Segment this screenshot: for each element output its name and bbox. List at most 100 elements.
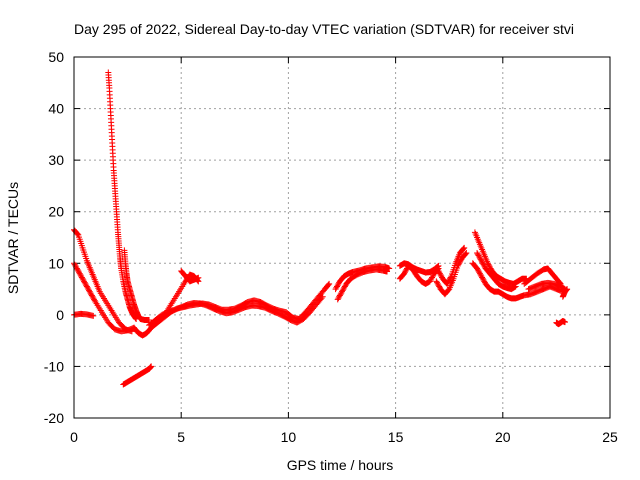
data-point xyxy=(476,269,483,276)
data-point xyxy=(429,273,436,280)
data-point xyxy=(435,262,442,269)
data-point xyxy=(426,278,433,285)
data-point xyxy=(87,289,94,296)
data-point xyxy=(455,261,462,268)
y-tick-label: -20 xyxy=(44,410,64,426)
data-point xyxy=(74,266,81,273)
x-tick-label: 5 xyxy=(177,429,185,445)
data-point xyxy=(474,249,481,256)
data-point xyxy=(427,277,434,284)
data-point xyxy=(438,273,445,280)
grid xyxy=(74,57,610,418)
series-track-n xyxy=(469,260,566,302)
series-track-i xyxy=(396,260,442,276)
data-point xyxy=(475,268,482,275)
data-point xyxy=(476,255,483,262)
x-tick-label: 20 xyxy=(495,429,511,445)
series-track-g xyxy=(334,266,391,303)
x-tick-label: 15 xyxy=(388,429,404,445)
data-point xyxy=(77,271,84,278)
data-point xyxy=(85,286,92,293)
data-point xyxy=(341,284,348,291)
data-point xyxy=(429,274,436,281)
chart-title: Day 295 of 2022, Sidereal Day-to-day VTE… xyxy=(74,21,574,37)
data-point xyxy=(484,260,491,267)
data-point xyxy=(91,297,98,304)
data-point xyxy=(78,274,85,281)
data-point xyxy=(462,250,469,257)
data-point xyxy=(81,278,88,285)
data-point xyxy=(333,283,340,290)
data-point xyxy=(325,281,332,288)
data-point xyxy=(336,292,343,299)
data-point xyxy=(89,293,96,300)
data-point xyxy=(445,286,452,293)
data-point xyxy=(403,266,410,273)
data-point xyxy=(486,262,493,269)
data-point xyxy=(480,261,487,268)
data-point xyxy=(463,249,470,256)
series-track-a xyxy=(71,226,135,335)
data-point xyxy=(319,293,326,300)
data-point xyxy=(481,278,488,285)
data-point xyxy=(401,270,408,277)
series-track-o xyxy=(521,265,564,287)
series-track-c xyxy=(71,310,97,319)
data-point xyxy=(478,257,485,264)
data-point xyxy=(73,265,80,272)
data-point xyxy=(478,273,485,280)
data-point xyxy=(446,275,453,282)
data-point xyxy=(162,310,169,317)
data-point xyxy=(86,288,93,295)
data-point xyxy=(84,284,91,291)
data-point xyxy=(512,283,519,290)
x-tick-label: 0 xyxy=(70,429,78,445)
data-point xyxy=(82,280,89,287)
data-point xyxy=(83,282,90,289)
series-spike xyxy=(105,69,140,322)
data-point xyxy=(86,287,93,294)
x-tick-label: 25 xyxy=(602,429,618,445)
data-point xyxy=(146,317,153,324)
data-point xyxy=(340,286,347,293)
data-point xyxy=(90,295,97,302)
data-point xyxy=(334,282,341,289)
data-point xyxy=(479,275,486,282)
series-neg-segment xyxy=(120,363,155,388)
series-bump-2 xyxy=(178,268,202,285)
series-spike-2 xyxy=(121,247,153,324)
data-point xyxy=(335,295,342,302)
data-point xyxy=(402,268,409,275)
data-point xyxy=(74,231,81,238)
data-point xyxy=(446,277,453,284)
data-point xyxy=(81,279,88,286)
data-point xyxy=(90,312,97,319)
data-point xyxy=(435,268,442,275)
data-point xyxy=(88,291,95,298)
data-point xyxy=(564,286,571,293)
y-axis-label: SDTVAR / TECUs xyxy=(5,182,21,294)
data-point xyxy=(477,271,484,278)
data-point xyxy=(318,295,325,302)
data-point xyxy=(334,296,341,303)
data-point xyxy=(445,278,452,285)
data-point xyxy=(428,275,435,282)
data-point xyxy=(76,270,83,277)
series-track-b xyxy=(71,260,138,335)
data-point xyxy=(91,296,98,303)
data-point xyxy=(195,274,202,281)
series-track-p xyxy=(525,279,568,293)
data-point xyxy=(477,256,484,263)
series-track-l xyxy=(471,229,530,287)
data-point xyxy=(341,283,348,290)
y-tick-label: -10 xyxy=(44,358,64,374)
data-point xyxy=(401,269,408,276)
data-point xyxy=(332,286,339,293)
data-point xyxy=(457,257,464,264)
data-point xyxy=(433,278,440,285)
data-point xyxy=(475,252,482,259)
data-point xyxy=(71,261,78,268)
data-point xyxy=(78,273,85,280)
y-tick-label: 50 xyxy=(48,49,64,65)
data-point xyxy=(480,277,487,284)
